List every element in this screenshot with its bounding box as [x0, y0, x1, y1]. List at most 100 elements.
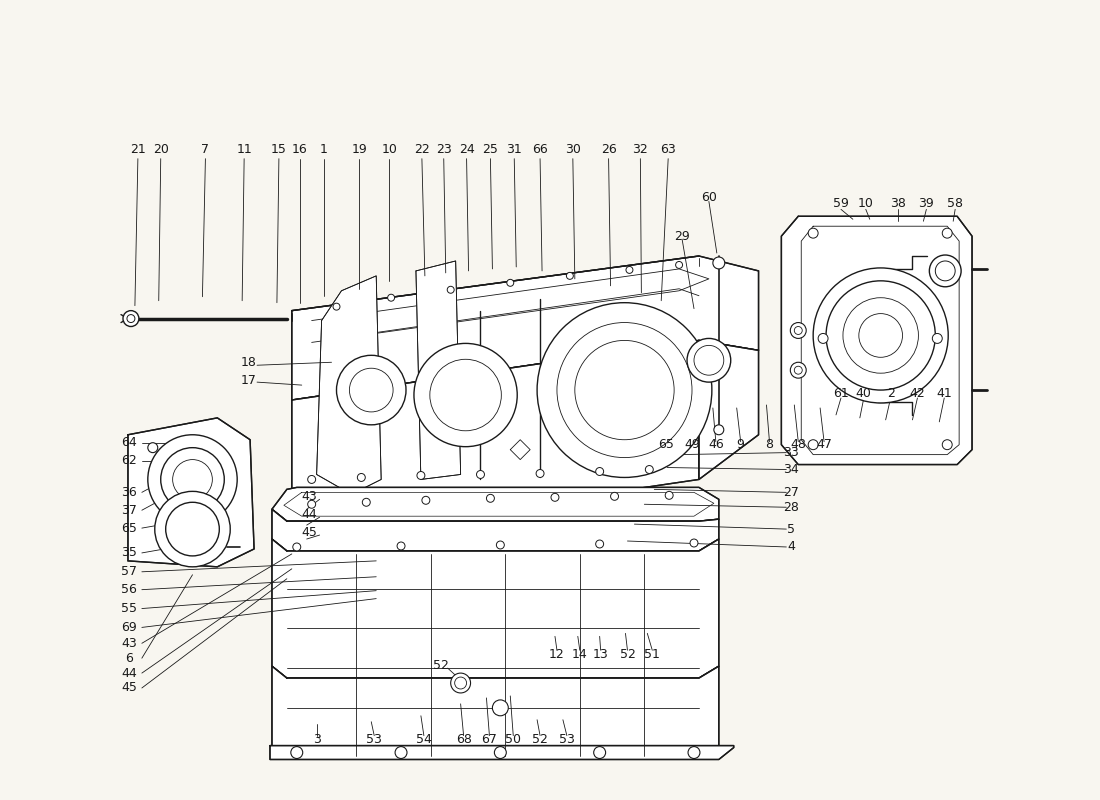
Polygon shape	[781, 216, 972, 465]
Circle shape	[688, 746, 700, 758]
Circle shape	[451, 673, 471, 693]
Text: 49: 49	[684, 438, 700, 451]
Circle shape	[690, 539, 698, 547]
Text: 68: 68	[455, 733, 472, 746]
Text: 52: 52	[432, 658, 449, 672]
Circle shape	[476, 470, 484, 478]
Circle shape	[362, 498, 371, 506]
Text: 23: 23	[436, 143, 452, 156]
Text: 42: 42	[910, 386, 925, 399]
Text: 1: 1	[320, 143, 328, 156]
Text: 14: 14	[572, 648, 587, 661]
Text: 10: 10	[382, 143, 397, 156]
Circle shape	[790, 362, 806, 378]
Text: 29: 29	[674, 230, 690, 242]
Circle shape	[818, 334, 828, 343]
Text: 20: 20	[153, 143, 168, 156]
Text: 69: 69	[121, 621, 136, 634]
Circle shape	[147, 434, 238, 524]
Text: 65: 65	[658, 438, 674, 451]
Circle shape	[161, 448, 224, 511]
Text: 46: 46	[708, 438, 724, 451]
Text: 26: 26	[601, 143, 616, 156]
Circle shape	[610, 492, 618, 500]
Circle shape	[713, 257, 725, 269]
Circle shape	[596, 467, 604, 475]
Text: 4: 4	[788, 541, 795, 554]
Circle shape	[843, 298, 918, 373]
Polygon shape	[698, 341, 759, 479]
Circle shape	[626, 266, 632, 274]
Polygon shape	[272, 510, 718, 551]
Circle shape	[790, 322, 806, 338]
Circle shape	[496, 541, 504, 549]
Text: 27: 27	[783, 486, 800, 499]
Text: 47: 47	[816, 438, 832, 451]
Circle shape	[333, 303, 340, 310]
Text: 39: 39	[918, 197, 934, 210]
Text: 30: 30	[565, 143, 581, 156]
Circle shape	[551, 494, 559, 502]
Circle shape	[414, 343, 517, 446]
Text: 48: 48	[790, 438, 806, 451]
Circle shape	[794, 326, 802, 334]
Circle shape	[486, 494, 494, 502]
Text: 57: 57	[121, 566, 136, 578]
Text: 3: 3	[312, 733, 320, 746]
Polygon shape	[416, 261, 461, 479]
Text: 17: 17	[241, 374, 257, 386]
Circle shape	[808, 440, 818, 450]
Text: 11: 11	[236, 143, 252, 156]
Circle shape	[943, 228, 953, 238]
Text: 58: 58	[947, 197, 964, 210]
Text: 32: 32	[632, 143, 648, 156]
Circle shape	[933, 334, 943, 343]
Circle shape	[123, 310, 139, 326]
Circle shape	[422, 496, 430, 504]
Circle shape	[293, 543, 300, 551]
Text: 15: 15	[271, 143, 287, 156]
Circle shape	[173, 459, 212, 499]
Text: 10: 10	[858, 197, 873, 210]
Circle shape	[454, 677, 466, 689]
Text: 37: 37	[121, 504, 136, 517]
Text: 45: 45	[301, 526, 318, 538]
Circle shape	[575, 341, 674, 440]
Circle shape	[166, 502, 219, 556]
Circle shape	[126, 314, 135, 322]
Text: 62: 62	[121, 454, 136, 467]
Text: 28: 28	[783, 501, 800, 514]
Text: 50: 50	[505, 733, 521, 746]
Circle shape	[350, 368, 393, 412]
Text: 41: 41	[936, 386, 953, 399]
Circle shape	[507, 279, 514, 286]
Text: 5: 5	[788, 522, 795, 535]
Circle shape	[930, 255, 961, 286]
Text: 21: 21	[130, 143, 146, 156]
Circle shape	[666, 491, 673, 499]
Text: 56: 56	[121, 583, 136, 596]
Text: 61: 61	[833, 386, 849, 399]
Circle shape	[557, 322, 692, 458]
Text: 53: 53	[366, 733, 382, 746]
Circle shape	[387, 294, 395, 301]
Text: 40: 40	[856, 386, 871, 399]
Circle shape	[308, 500, 316, 508]
Circle shape	[694, 346, 724, 375]
Polygon shape	[128, 418, 254, 567]
Text: 59: 59	[833, 197, 849, 210]
Text: 43: 43	[301, 490, 318, 503]
Text: 51: 51	[645, 648, 660, 661]
Circle shape	[594, 746, 606, 758]
Polygon shape	[270, 746, 734, 759]
Text: 18: 18	[241, 356, 257, 369]
Circle shape	[308, 475, 316, 483]
Circle shape	[808, 228, 818, 238]
Circle shape	[596, 540, 604, 548]
Polygon shape	[317, 276, 382, 494]
Circle shape	[859, 314, 902, 358]
Text: 12: 12	[549, 648, 564, 661]
Circle shape	[147, 442, 157, 453]
Text: 25: 25	[483, 143, 498, 156]
Circle shape	[358, 474, 365, 482]
